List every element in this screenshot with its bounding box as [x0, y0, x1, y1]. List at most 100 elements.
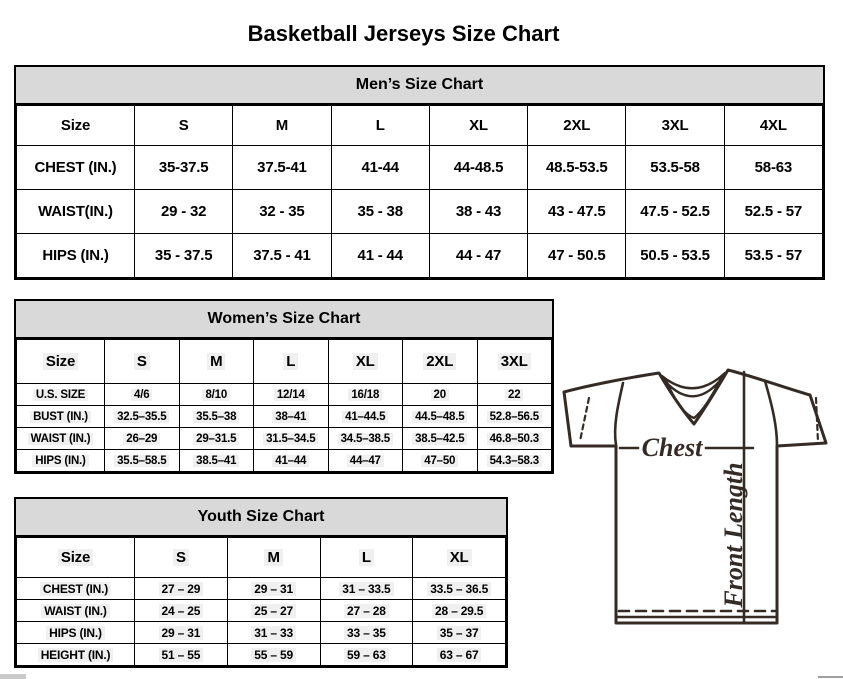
sleeve-seam-left — [613, 381, 625, 447]
jersey-illustration: Chest Front Length — [562, 368, 828, 625]
size-value-cell: 41-44 — [330, 145, 430, 190]
column-header-label: Size — [57, 549, 94, 566]
size-value: 33.5 – 36.5 — [427, 581, 492, 596]
size-value-cell: 29–31.5 — [178, 427, 254, 450]
size-value-cell: 8/10 — [178, 383, 254, 406]
size-value-cell: 4/6 — [104, 383, 180, 406]
size-value-cell: 33 – 35 — [319, 621, 414, 644]
column-header-label: 3XL — [661, 117, 689, 134]
table-row: HEIGHT (IN.) 51 – 55 55 – 59 59 – 63 63 – 67 — [16, 643, 506, 666]
size-value: 26–29 — [123, 432, 161, 445]
size-value: 59 – 63 — [344, 647, 389, 662]
column-header-label: S — [133, 353, 150, 370]
table-row: CHEST (IN.) 35-37.5 37.5-41 41-44 44-48.5 48.… — [16, 145, 824, 190]
front-length-label: Front Length — [719, 462, 748, 608]
row-label-text: HIPS (IN.) — [42, 247, 109, 264]
column-header: Size — [16, 105, 135, 146]
size-value: 44 - 47 — [455, 247, 502, 264]
size-value: 29 – 31 — [158, 625, 204, 640]
column-header-label: M — [275, 117, 289, 134]
size-value-cell: 31.5–34.5 — [253, 427, 329, 450]
size-value: 35-37.5 — [158, 159, 209, 176]
size-value-cell: 24 – 25 — [134, 599, 228, 622]
size-value-cell: 31 – 33.5 — [319, 577, 414, 600]
size-value: 55 – 59 — [251, 647, 296, 662]
size-value: 24 – 25 — [158, 603, 204, 618]
column-header-label: S — [178, 117, 189, 134]
column-header: M — [178, 339, 254, 384]
sleeve-seam-right — [763, 379, 779, 447]
size-value-cell: 50.5 - 53.5 — [625, 233, 725, 278]
mens-size-chart: Men’s Size Chart Size S M L XL 2XL 3XL 4XL CHEST … — [14, 65, 825, 280]
size-value-cell: 35 - 38 — [330, 189, 430, 234]
size-value: 44–47 — [346, 454, 384, 467]
collar-band — [660, 371, 727, 420]
size-value-cell: 44-48.5 — [428, 145, 529, 190]
row-label-text: WAIST(IN.) — [38, 203, 113, 220]
table-row: BUST (IN.) 32.5–35.5 35.5–38 38–41 41–44.5 44… — [16, 405, 552, 428]
size-value: 52.8–56.5 — [486, 410, 542, 423]
size-value-cell: 41–44.5 — [327, 405, 403, 428]
row-label: CHEST (IN.) — [16, 577, 135, 600]
table-row: HIPS (IN.) 35 - 37.5 37.5 - 41 41 - 44 44 - … — [16, 233, 824, 278]
women-table-title: Women’s Size Chart — [16, 301, 552, 339]
size-value-cell: 59 – 63 — [319, 643, 414, 666]
size-value: 33 – 35 — [344, 625, 389, 640]
column-header: XL — [412, 537, 506, 578]
size-value: 41-44 — [361, 159, 400, 176]
size-value: 37.5 - 41 — [253, 247, 311, 264]
size-value-cell: 54.3–58.3 — [476, 449, 552, 472]
row-label-text: HEIGHT (IN.) — [37, 647, 114, 662]
column-header-label: Size — [60, 117, 91, 134]
size-value-cell: 27 – 28 — [319, 599, 414, 622]
row-label-text: CHEST (IN.) — [34, 159, 117, 176]
size-value-cell: 48.5-53.5 — [527, 145, 627, 190]
size-value: 63 – 67 — [436, 647, 482, 662]
youth-table-title: Youth Size Chart — [16, 499, 506, 537]
table-row: CHEST (IN.) 27 – 29 29 – 31 31 – 33.5 33.5 –… — [16, 577, 506, 600]
size-value-cell: 38–41 — [253, 405, 329, 428]
size-value: 29–31.5 — [193, 432, 240, 445]
table-row: WAIST (IN.) 26–29 29–31.5 31.5–34.5 34.5–38.… — [16, 427, 552, 450]
size-value: 35.5–58.5 — [114, 454, 170, 467]
size-value: 16/18 — [348, 388, 383, 401]
size-header-row: Size S M L XL — [16, 537, 506, 578]
column-header-label: Size — [42, 353, 79, 370]
column-header-label: L — [283, 353, 299, 370]
size-value-cell: 44.5–48.5 — [402, 405, 478, 428]
size-value: 31 – 33 — [251, 625, 296, 640]
size-value-cell: 29 – 31 — [134, 621, 228, 644]
size-value: 41–44 — [272, 454, 310, 467]
size-value-cell: 53.5 - 57 — [723, 233, 824, 278]
size-value-cell: 38.5–41 — [178, 449, 254, 472]
size-value-cell: 35 - 37.5 — [133, 233, 234, 278]
size-value: 47–50 — [421, 454, 459, 467]
cuff-stitch-left — [578, 396, 591, 443]
size-value-cell: 44 - 47 — [428, 233, 529, 278]
horizontal-scrollbar-fragment-right[interactable] — [818, 676, 843, 678]
size-value-cell: 38 - 43 — [428, 189, 529, 234]
row-label: CHEST (IN.) — [16, 145, 135, 190]
size-value-cell: 27 – 29 — [134, 577, 228, 600]
size-value: 53.5 - 57 — [744, 247, 803, 264]
row-label: HIPS (IN.) — [16, 449, 105, 472]
size-value-cell: 26–29 — [104, 427, 180, 450]
column-header-label: S — [172, 549, 189, 566]
row-label: U.S. SIZE — [16, 383, 105, 406]
size-value: 38.5–42.5 — [412, 432, 468, 445]
column-header-label: L — [375, 117, 385, 134]
horizontal-scrollbar-fragment-left[interactable] — [0, 674, 26, 679]
size-value-cell: 33.5 – 36.5 — [412, 577, 506, 600]
size-value: 34.5–38.5 — [337, 432, 393, 445]
size-value: 31 – 33.5 — [339, 581, 394, 596]
size-value-cell: 37.5-41 — [232, 145, 332, 190]
size-value-cell: 46.8–50.3 — [476, 427, 552, 450]
page-title: Basketball Jerseys Size Chart — [247, 20, 560, 46]
size-value-cell: 47.5 - 52.5 — [625, 189, 725, 234]
column-header-label: XL — [352, 353, 378, 370]
size-value: 27 – 28 — [344, 603, 389, 618]
column-header-label: 2XL — [563, 117, 591, 134]
size-value-cell: 53.5-58 — [625, 145, 725, 190]
size-value-cell: 43 - 47.5 — [527, 189, 627, 234]
size-value: 43 - 47.5 — [548, 203, 606, 220]
